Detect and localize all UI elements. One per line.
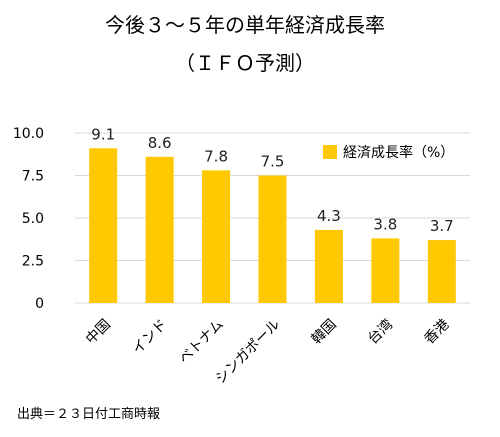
bar <box>314 229 343 303</box>
bar <box>371 238 400 303</box>
data-label: 4.3 <box>317 207 341 225</box>
data-labels: 9.1 8.6 7.8 7.5 4.3 3.8 3.7 <box>91 125 453 235</box>
category-label: 中国 <box>83 317 114 348</box>
y-tick-label: 2.5 <box>22 254 44 270</box>
data-label: 9.1 <box>91 125 115 143</box>
category-label: 韓国 <box>309 317 340 348</box>
category-label: 香港 <box>422 317 453 348</box>
legend: 経済成長率（%） <box>323 144 454 161</box>
data-label: 3.7 <box>430 217 454 235</box>
bars <box>89 148 456 303</box>
bar <box>202 170 231 303</box>
category-label: インド <box>129 317 170 358</box>
bar <box>145 156 174 303</box>
data-label: 3.8 <box>373 215 397 233</box>
bar <box>258 175 287 303</box>
legend-label: 経済成長率（%） <box>343 144 454 161</box>
chart-title: 今後３～５年の単年経済成長率 <box>105 13 385 37</box>
data-label: 7.5 <box>261 153 285 171</box>
y-tick-label: 5.0 <box>22 211 44 227</box>
legend-swatch <box>323 145 337 159</box>
data-label: 7.8 <box>204 147 228 165</box>
y-tick-label: 7.5 <box>22 169 44 185</box>
bar <box>427 240 456 303</box>
chart-subtitle: （ＩＦＯ予測） <box>175 51 315 75</box>
data-label: 8.6 <box>148 134 172 152</box>
bar <box>89 148 118 303</box>
category-label: 台湾 <box>364 316 396 348</box>
y-tick-label: 0 <box>35 296 44 312</box>
category-label: ベトナム <box>176 317 227 368</box>
y-axis-ticks: 0 2.5 5.0 7.5 10.0 <box>13 126 44 312</box>
source-note: 出典＝２３日付工商時報 <box>17 407 160 422</box>
y-tick-label: 10.0 <box>13 126 44 142</box>
